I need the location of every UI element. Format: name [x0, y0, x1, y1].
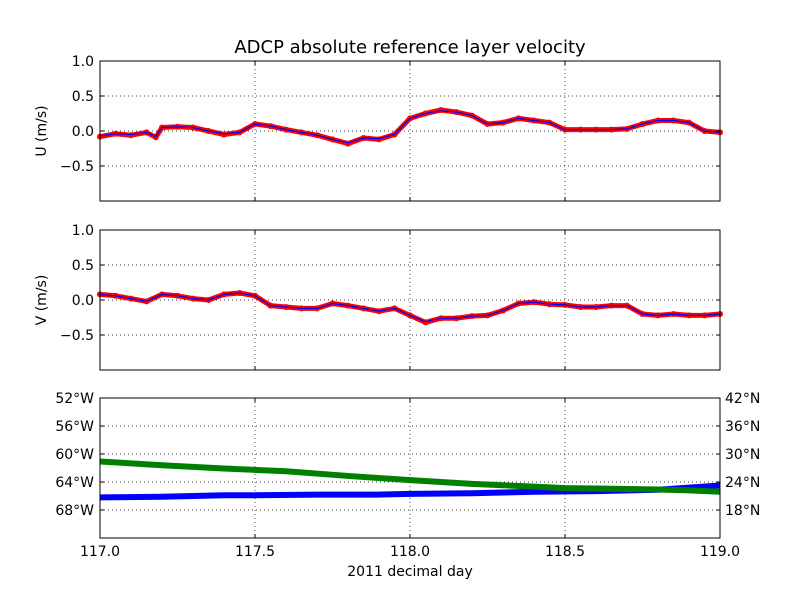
latitude-track-line: [99, 458, 721, 495]
x-tick-label: 117.0: [80, 544, 120, 560]
y-tick-label: 0.0: [72, 293, 94, 309]
v-smoothed-line: [99, 292, 721, 323]
y-tick-label: 1.0: [72, 54, 94, 70]
latitude-tick-label: 42°N: [725, 391, 760, 407]
figure-title: ADCP absolute reference layer velocity: [234, 37, 586, 58]
u-measured-point: [128, 132, 134, 139]
u-measured-point: [438, 107, 444, 113]
v-axis-label: V (m/s): [34, 275, 50, 326]
y-tick-label: 0.0: [72, 124, 94, 140]
longitude-tick-label: 56°W: [55, 419, 94, 435]
longitude-tick-label: 64°W: [55, 475, 94, 491]
x-tick-label: 118.5: [545, 544, 585, 560]
panel-v: 0.0 0.5 1.0 −0.5 V (m/s): [34, 223, 723, 371]
y-tick-label: −0.5: [60, 328, 94, 344]
x-tick-label: 119.0: [700, 544, 740, 560]
panel-position: 117.0 117.5 118.0 118.5 119.0 52°W 56°W 60°W 64°…: [55, 391, 760, 560]
u-measured-point: [221, 131, 227, 138]
latitude-tick-label: 36°N: [725, 419, 760, 435]
latitude-tick-label: 30°N: [725, 447, 760, 463]
u-measured-point: [376, 136, 382, 143]
longitude-tick-label: 68°W: [55, 503, 94, 519]
y-tick-label: 0.5: [72, 258, 94, 274]
longitude-tick-label: 52°W: [55, 391, 94, 407]
x-tick-label: 118.0: [390, 544, 430, 560]
latitude-tick-label: 24°N: [725, 475, 760, 491]
x-tick-label: 117.5: [235, 544, 275, 560]
longitude-tick-label: 60°W: [55, 447, 94, 463]
y-tick-label: −0.5: [60, 159, 94, 175]
panel-u: 0.0 0.5 1.0 −0.5 U (m/s): [34, 54, 723, 202]
u-measured-point: [345, 140, 351, 147]
u-smoothed-line: [99, 110, 721, 144]
latitude-tick-label: 18°N: [725, 503, 760, 519]
u-axis-label: U (m/s): [34, 105, 50, 156]
y-tick-label: 0.5: [72, 89, 94, 105]
x-axis-label: 2011 decimal day: [347, 564, 472, 580]
y-tick-label: 1.0: [72, 223, 94, 239]
